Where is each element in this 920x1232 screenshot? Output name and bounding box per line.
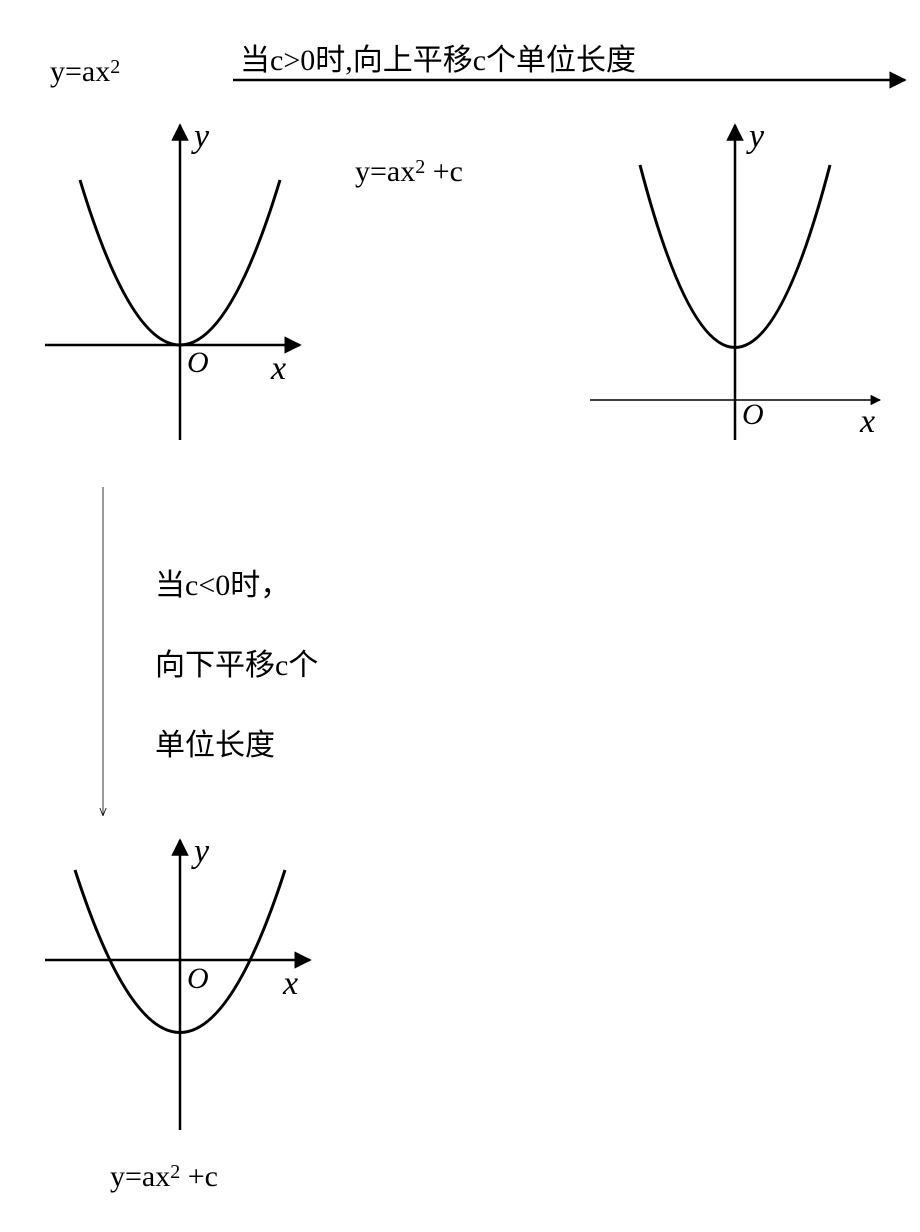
plot-bottom-y-label: y: [194, 833, 209, 871]
formula-rest: +c: [180, 1160, 218, 1193]
diagram-canvas: y=ax2 当c>0时,向上平移c个单位长度 y=ax2 +c y x O: [0, 0, 920, 1232]
formula-y-ax2-c-bottom: y=ax2 +c: [110, 1160, 218, 1194]
plot-bottom: [0, 0, 920, 1232]
plot-bottom-o-label: O: [187, 962, 209, 996]
plot-bottom-x-label: x: [283, 965, 298, 1003]
formula-part: y=ax: [110, 1160, 170, 1193]
formula-exp: 2: [170, 1161, 180, 1183]
